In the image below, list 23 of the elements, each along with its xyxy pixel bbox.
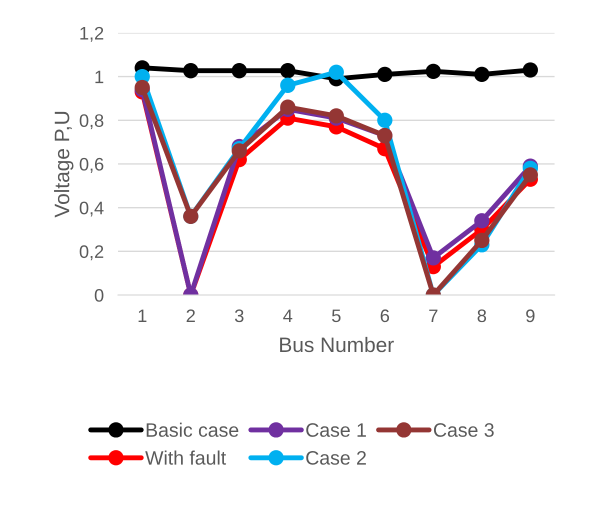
x-tick-label: 6 — [380, 309, 390, 322]
x-tick-label: 3 — [234, 309, 244, 322]
legend-label: Case 2 — [306, 450, 366, 465]
legend-label: Case 1 — [306, 423, 366, 437]
y-tick-label: 0,6 — [80, 158, 104, 173]
y-tick-label: 0,2 — [80, 245, 104, 260]
y-tick-label: 0,4 — [80, 202, 104, 217]
x-tick-label: 1 — [138, 310, 146, 322]
legend-label: Case 3 — [434, 423, 494, 437]
y-tick-label: 1,2 — [80, 26, 104, 42]
x-tick-label: 7 — [429, 310, 438, 322]
y-tick-label: 1 — [95, 70, 104, 84]
y-tick-label: 0,8 — [80, 114, 104, 130]
y-tick-label: 0 — [94, 288, 104, 302]
x-tick-label: 2 — [186, 309, 195, 322]
x-tick-label: 8 — [478, 309, 486, 322]
x-tick-label: 9 — [526, 309, 535, 322]
x-axis-title: Bus Number — [280, 336, 394, 352]
y-axis-title: Voltage P,U — [54, 112, 74, 218]
x-tick-label: 5 — [332, 310, 341, 322]
legend-label: With fault — [145, 450, 226, 465]
legend-label: Basic case — [146, 422, 238, 437]
x-tick-label: 4 — [283, 310, 292, 322]
